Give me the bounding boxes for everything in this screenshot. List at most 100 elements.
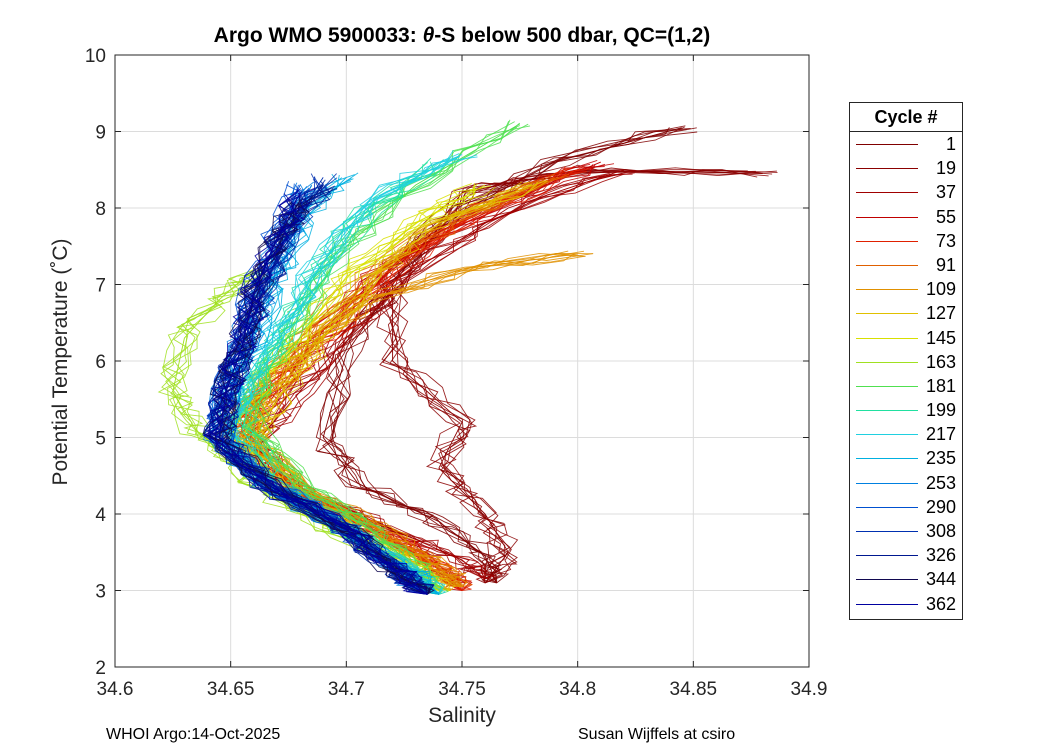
profile-line-362-extra <box>209 188 428 595</box>
legend-entry: 326 <box>850 543 962 567</box>
legend-entry: 109 <box>850 277 962 301</box>
y-tick-label: 3 <box>95 582 106 603</box>
legend-label: 326 <box>925 545 956 566</box>
legend-entry: 290 <box>850 495 962 519</box>
profile-line-253-extra <box>218 186 428 595</box>
profile-line-362-extra <box>207 188 428 595</box>
legend-swatch <box>856 506 918 508</box>
profile-line-19-extra <box>376 167 748 584</box>
y-tick-label: 7 <box>95 276 106 297</box>
legend-entry: 181 <box>850 374 962 398</box>
profile-line-37-extra <box>253 172 611 580</box>
profile-line-37-extra <box>242 173 633 580</box>
legend-label: 145 <box>925 327 956 348</box>
legend-label: 181 <box>925 375 956 396</box>
y-tick-label: 5 <box>95 429 106 450</box>
legend-items: 1 19 37 55 73 91 109 127 145 163 181 199 217 235 253 29… <box>850 132 962 616</box>
legend-entry: 308 <box>850 519 962 543</box>
legend-entry: 127 <box>850 301 962 325</box>
legend-label: 362 <box>925 593 956 614</box>
profile-line-1-extra <box>330 127 697 584</box>
x-tick-label: 34.9 <box>791 679 828 700</box>
legend-swatch <box>856 579 918 581</box>
profile-line-19-extra <box>387 170 756 584</box>
legend-swatch <box>856 410 918 412</box>
legend-label: 109 <box>925 279 956 300</box>
x-axis-label: Salinity <box>428 704 496 727</box>
profile-line-37-extra <box>249 173 619 580</box>
title-prefix: Argo WMO 5900033: <box>213 24 423 47</box>
x-tick-label: 34.8 <box>559 679 596 700</box>
profile-line-362-extra <box>202 194 428 595</box>
y-tick-label: 4 <box>95 505 106 526</box>
legend-entry: 163 <box>850 350 962 374</box>
title-suffix: -S below 500 dbar, QC=(1,2) <box>434 24 711 47</box>
legend-label: 91 <box>935 254 956 275</box>
legend-entry: 73 <box>850 229 962 253</box>
legend-swatch <box>856 240 918 242</box>
legend-swatch <box>856 531 918 532</box>
profile-line-344-extra <box>205 204 435 595</box>
legend-swatch <box>856 168 918 170</box>
legend-label: 344 <box>925 569 956 590</box>
legend: Cycle # 1 19 37 55 73 91 109 127 145 163 181 199 217… <box>849 102 963 620</box>
legend-title: Cycle # <box>850 103 962 132</box>
legend-swatch <box>856 458 918 460</box>
x-tick-label: 34.75 <box>438 679 486 700</box>
series-362 <box>202 188 428 595</box>
profile-line-1-extra <box>316 126 685 584</box>
profile-line-19-extra <box>380 167 769 583</box>
y-tick-label: 6 <box>95 352 106 373</box>
legend-swatch <box>856 434 918 436</box>
legend-label: 253 <box>925 472 956 493</box>
profile-line-181 <box>253 123 521 595</box>
x-tick-label: 34.7 <box>328 679 365 700</box>
legend-swatch <box>856 361 918 363</box>
legend-label: 1 <box>945 134 956 154</box>
x-tick-label: 34.6 <box>97 679 134 700</box>
legend-swatch <box>856 289 918 291</box>
legend-entry: 253 <box>850 471 962 495</box>
legend-entry: 1 <box>850 132 962 156</box>
legend-swatch <box>856 603 918 605</box>
legend-label: 290 <box>925 496 956 517</box>
x-tick-label: 34.85 <box>670 679 718 700</box>
profile-line-1-extra <box>332 127 691 584</box>
legend-label: 308 <box>925 521 956 541</box>
data-lines <box>157 119 778 595</box>
legend-label: 163 <box>925 351 956 372</box>
x-tick-label: 34.65 <box>207 679 255 700</box>
legend-swatch <box>856 313 918 315</box>
ticks: 34.6 34.65 34.7 34.75 34.8 34.85 34.9 2 3 4 5 6 7 8 9 1… <box>85 46 828 700</box>
profile-line-181-extra <box>249 122 520 595</box>
profile-line-181-extra <box>244 125 531 595</box>
legend-swatch <box>856 555 918 557</box>
series-19 <box>376 164 778 584</box>
legend-entry: 37 <box>850 180 962 204</box>
legend-swatch <box>856 337 918 339</box>
legend-label: 73 <box>935 230 956 251</box>
y-axis-label: Potential Temperature (˚C) <box>49 238 72 486</box>
title-theta: θ <box>422 24 435 47</box>
legend-entry: 19 <box>850 156 962 180</box>
legend-swatch <box>856 192 918 194</box>
profile-line-19-extra <box>377 168 778 584</box>
legend-entry: 344 <box>850 567 962 591</box>
profile-line-1-extra <box>328 131 698 583</box>
legend-entry: 145 <box>850 326 962 350</box>
profile-line-181-extra <box>245 125 520 595</box>
legend-label: 19 <box>935 158 956 179</box>
legend-swatch <box>856 385 918 387</box>
profile-line-181-extra <box>241 123 529 595</box>
y-tick-label: 9 <box>95 123 106 144</box>
legend-entry: 91 <box>850 253 962 277</box>
legend-entry: 235 <box>850 446 962 470</box>
y-tick-label: 10 <box>85 46 106 67</box>
legend-swatch <box>856 144 918 145</box>
legend-label: 217 <box>925 424 956 445</box>
legend-entry: 217 <box>850 422 962 446</box>
legend-label: 235 <box>925 448 956 469</box>
legend-swatch <box>856 264 918 266</box>
